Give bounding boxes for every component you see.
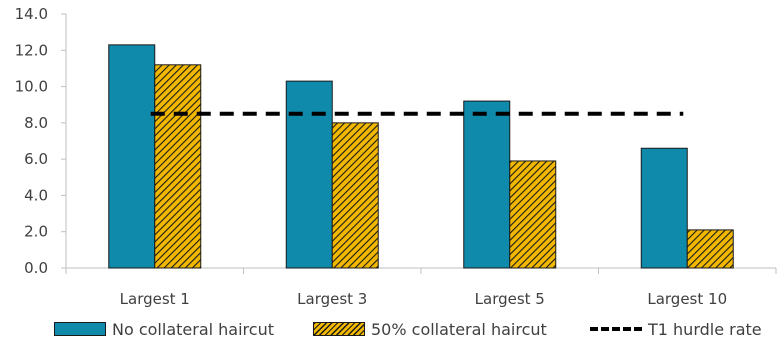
legend-swatch-haircut xyxy=(313,322,365,336)
bar-no-haircut xyxy=(640,147,688,269)
legend-label-no-haircut: No collateral haircut xyxy=(112,319,274,339)
legend-label-hurdle: T1 hurdle rate xyxy=(648,319,762,339)
y-tick-label: 12.0 xyxy=(15,41,48,59)
y-tick-label: 2.0 xyxy=(24,223,48,241)
bar-no-haircut xyxy=(285,80,333,269)
legend-swatch-hurdle xyxy=(590,327,642,331)
bar-haircut xyxy=(331,122,379,269)
tick-labels: 0.0 2.0 4.0 6.0 8.0 10.0 12.0 14.0 Largest 1 Larg… xyxy=(15,5,728,308)
legend-label-haircut: 50% collateral haircut xyxy=(371,319,547,339)
legend-item-haircut: 50% collateral haircut xyxy=(313,316,547,342)
y-tick-label: 10.0 xyxy=(15,78,48,96)
y-tick-label: 8.0 xyxy=(24,114,48,132)
legend-swatch-no-haircut xyxy=(54,322,106,336)
y-tick-label: 4.0 xyxy=(24,186,48,204)
y-tick-label: 14.0 xyxy=(15,5,48,23)
legend-item-hurdle: T1 hurdle rate xyxy=(590,316,762,342)
bar-chart: 0.0 2.0 4.0 6.0 8.0 10.0 12.0 14.0 Largest 1 Larg… xyxy=(15,5,777,308)
x-tick-label: Largest 3 xyxy=(297,290,367,308)
legend: No collateral haircut 50% collateral hai… xyxy=(0,316,782,342)
bar-haircut xyxy=(509,160,557,269)
bar-haircut xyxy=(154,64,202,269)
bars xyxy=(108,44,734,269)
x-tick-label: Largest 1 xyxy=(120,290,190,308)
x-tick-label: Largest 10 xyxy=(647,290,727,308)
y-tick-label: 0.0 xyxy=(24,259,48,277)
bar-haircut xyxy=(686,229,734,269)
x-tick-label: Largest 5 xyxy=(475,290,545,308)
bar-no-haircut xyxy=(463,100,511,269)
y-tick-label: 6.0 xyxy=(24,150,48,168)
legend-item-no-haircut: No collateral haircut xyxy=(54,316,274,342)
bar-no-haircut xyxy=(108,44,156,269)
